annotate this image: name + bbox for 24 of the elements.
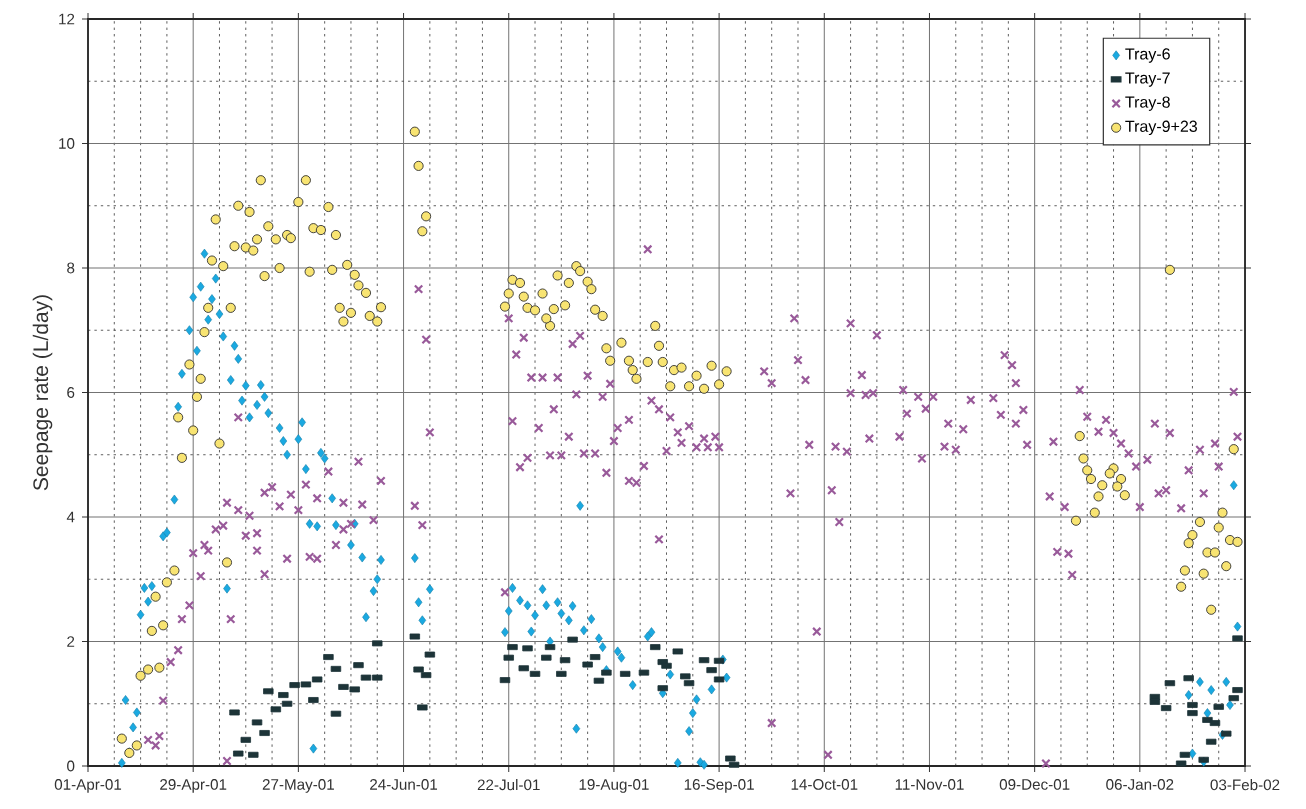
x-tick-label: 14-Oct-01	[791, 779, 858, 790]
y-tick-label: 4	[66, 511, 75, 523]
x-tick-label: 01-Apr-01	[54, 779, 122, 793]
x-tick-label: 09-Dec-01	[999, 779, 1070, 790]
y-tick-label: 0	[67, 760, 75, 772]
legend-label: Tray-9+23	[1125, 120, 1197, 136]
x-tick-label: 11-Nov-01	[895, 779, 964, 790]
y-tick-label: 6	[67, 387, 75, 398]
x-tick-label: 22-Jul-01	[477, 779, 540, 791]
legend-label: Tray-8	[1125, 96, 1170, 111]
x-tick-label: 24-Jun-01	[370, 779, 438, 790]
x-tick-label: 03-Feb-02	[1210, 779, 1280, 791]
x-tick-label: 06-Jan-02	[1106, 779, 1174, 790]
y-tick-label: 12	[59, 13, 75, 25]
legend-label: Tray-7	[1125, 72, 1170, 87]
y-tick-label: 10	[59, 138, 75, 149]
y-tick-label: 2	[67, 636, 75, 647]
legend-label: Tray-6	[1125, 48, 1170, 63]
y-tick-label: 8	[67, 262, 75, 274]
x-tick-label: 19-Aug-01	[579, 779, 649, 793]
y-axis-title: Seepage rate (L/day)	[32, 295, 53, 491]
x-tick-label: 27-May-01	[262, 779, 334, 793]
x-tick-label: 16-Sep-01	[684, 779, 754, 793]
x-tick-label: 29-Apr-01	[160, 779, 227, 793]
